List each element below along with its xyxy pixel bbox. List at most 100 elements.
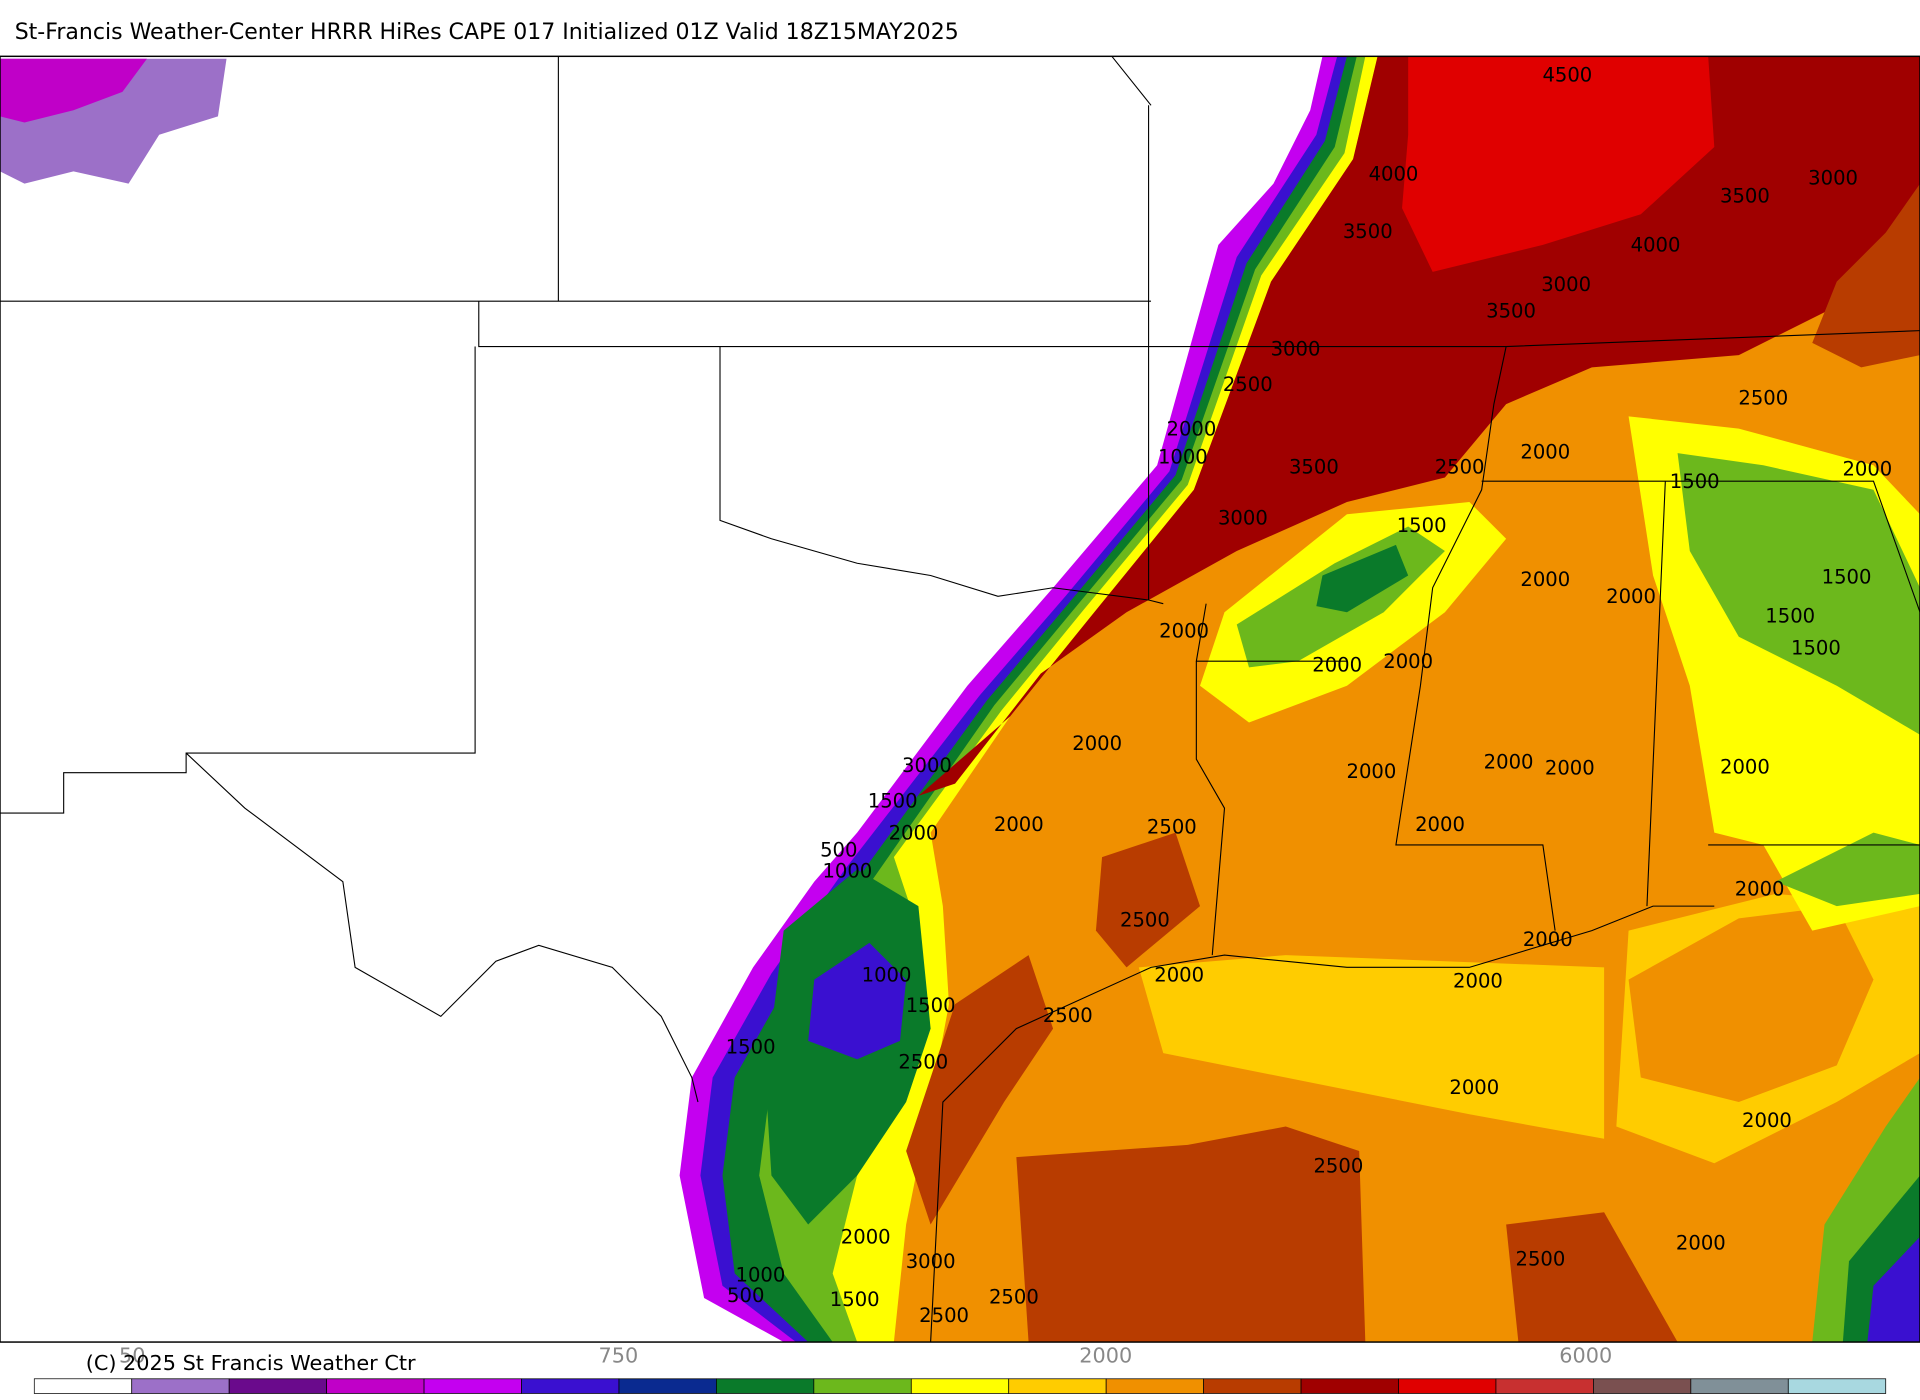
contour-label: 2000 xyxy=(1383,650,1433,673)
shade xyxy=(906,955,1054,1225)
contour-label: 1500 xyxy=(1670,470,1720,493)
contour-label: 4000 xyxy=(1631,234,1681,257)
contour-label: 2500 xyxy=(1223,373,1273,396)
contour-label: 1500 xyxy=(1791,636,1841,659)
contour-label: 2000 xyxy=(1312,654,1362,677)
contour-label: 2000 xyxy=(841,1225,891,1248)
contour-label: 2000 xyxy=(1545,756,1595,779)
colorbar-swatch xyxy=(1300,1378,1399,1394)
colorbar-swatch xyxy=(813,1378,912,1394)
colorbar-swatch xyxy=(33,1378,133,1394)
contour-label: 2000 xyxy=(1347,760,1397,783)
copyright: (C) 2025 St Francis Weather Ctr xyxy=(86,1351,416,1375)
colorbar-swatch xyxy=(618,1378,717,1394)
colorbar-swatch xyxy=(326,1378,425,1394)
shade xyxy=(1316,544,1409,613)
contour-label: 3000 xyxy=(906,1250,956,1273)
contour-label: 500 xyxy=(820,839,857,862)
shade xyxy=(1812,183,1920,368)
shade xyxy=(1677,453,1920,735)
shade xyxy=(1016,1126,1366,1343)
contour-label: 2500 xyxy=(919,1304,969,1327)
contour-label: 4000 xyxy=(1369,163,1419,186)
contour-label: 3000 xyxy=(1808,166,1858,189)
shade xyxy=(1775,832,1920,907)
shade xyxy=(1628,906,1874,1103)
contour-label: 2000 xyxy=(1154,963,1204,986)
contour-label: 2000 xyxy=(1484,750,1534,773)
contour-labels: 4500400035003000350040003000350030002500… xyxy=(726,63,1893,1326)
contour-label: 3500 xyxy=(1289,455,1339,478)
colorbar-label: 6000 xyxy=(1559,1344,1612,1368)
contour-label: 2500 xyxy=(1147,815,1197,838)
colorbar-swatch xyxy=(1495,1378,1594,1394)
contour-label: 3500 xyxy=(1720,185,1770,208)
shade xyxy=(918,56,1920,796)
colorbar-swatch xyxy=(131,1378,230,1394)
colorbar-swatch xyxy=(521,1378,620,1394)
contour-label: 2500 xyxy=(1738,387,1788,410)
contour-label: 1000 xyxy=(736,1263,786,1286)
shade xyxy=(0,58,147,123)
contour-label: 1000 xyxy=(822,859,872,882)
shade xyxy=(1867,1236,1920,1343)
shade xyxy=(1506,1212,1678,1343)
colorbar-swatch xyxy=(1008,1378,1107,1394)
contour-label: 2500 xyxy=(1120,908,1170,931)
colorbar-swatch xyxy=(1787,1378,1887,1394)
contour-label: 2000 xyxy=(994,813,1044,836)
contour-label: 2000 xyxy=(1072,732,1122,755)
title: St-Francis Weather-Center HRRR HiRes CAP… xyxy=(15,20,959,45)
colorbar-swatch xyxy=(228,1378,327,1394)
contour-label: 2500 xyxy=(1435,455,1485,478)
shade xyxy=(1095,832,1201,968)
contour-label: 3000 xyxy=(1541,273,1591,296)
map-frame xyxy=(0,55,1920,1343)
colorbar-swatch xyxy=(1690,1378,1789,1394)
contour-label: 2000 xyxy=(1449,1076,1499,1099)
contour-label: 3000 xyxy=(1218,507,1268,530)
contour-label: 2000 xyxy=(889,821,939,844)
cape-field xyxy=(0,56,1920,1343)
contour-label: 3500 xyxy=(1486,300,1536,323)
colorbar-label: 2000 xyxy=(1079,1344,1132,1368)
colorbar-swatch xyxy=(1203,1378,1302,1394)
contour-label: 2000 xyxy=(1523,928,1573,951)
colorbar-label: 750 xyxy=(599,1344,639,1368)
contour-label: 1500 xyxy=(1397,514,1447,537)
shade xyxy=(1402,56,1715,272)
contour-label: 2500 xyxy=(1516,1248,1566,1271)
contour-label: 2500 xyxy=(1313,1154,1363,1177)
contour-label: 1500 xyxy=(906,994,956,1017)
colorbar-swatch xyxy=(1105,1378,1204,1394)
colorbar: 50 750 2000 6000 xyxy=(33,1344,1887,1394)
colorbar-swatch xyxy=(1593,1378,1692,1394)
contour-label: 1500 xyxy=(868,790,918,813)
contour-label: 2500 xyxy=(1043,1004,1093,1027)
colorbar-swatch xyxy=(716,1378,815,1394)
contour-label: 1000 xyxy=(1158,445,1208,468)
contour-label: 2000 xyxy=(1606,585,1656,608)
contour-label: 2000 xyxy=(1167,417,1217,440)
shade xyxy=(808,942,907,1060)
contour-label: 2500 xyxy=(989,1285,1039,1308)
colorbar-swatch xyxy=(910,1378,1010,1394)
contour-label: 1500 xyxy=(726,1036,776,1059)
colorbar-label: 50 xyxy=(119,1344,145,1368)
contour-label: 2000 xyxy=(1742,1109,1792,1132)
contour-label: 500 xyxy=(727,1284,764,1307)
contour-label: 1500 xyxy=(830,1288,880,1311)
contour-label: 2000 xyxy=(1520,568,1570,591)
contour-label: 2000 xyxy=(1159,619,1209,642)
contour-label: 2000 xyxy=(1453,970,1503,993)
contour-label: 4500 xyxy=(1542,63,1592,86)
contour-label: 2500 xyxy=(898,1050,948,1073)
contour-label: 1000 xyxy=(862,963,912,986)
contour-label: 2000 xyxy=(1735,878,1785,901)
contour-label: 3000 xyxy=(1271,338,1321,361)
contour-label: 2000 xyxy=(1842,458,1892,481)
borders xyxy=(0,55,1920,1343)
contour-label: 3500 xyxy=(1343,220,1393,243)
